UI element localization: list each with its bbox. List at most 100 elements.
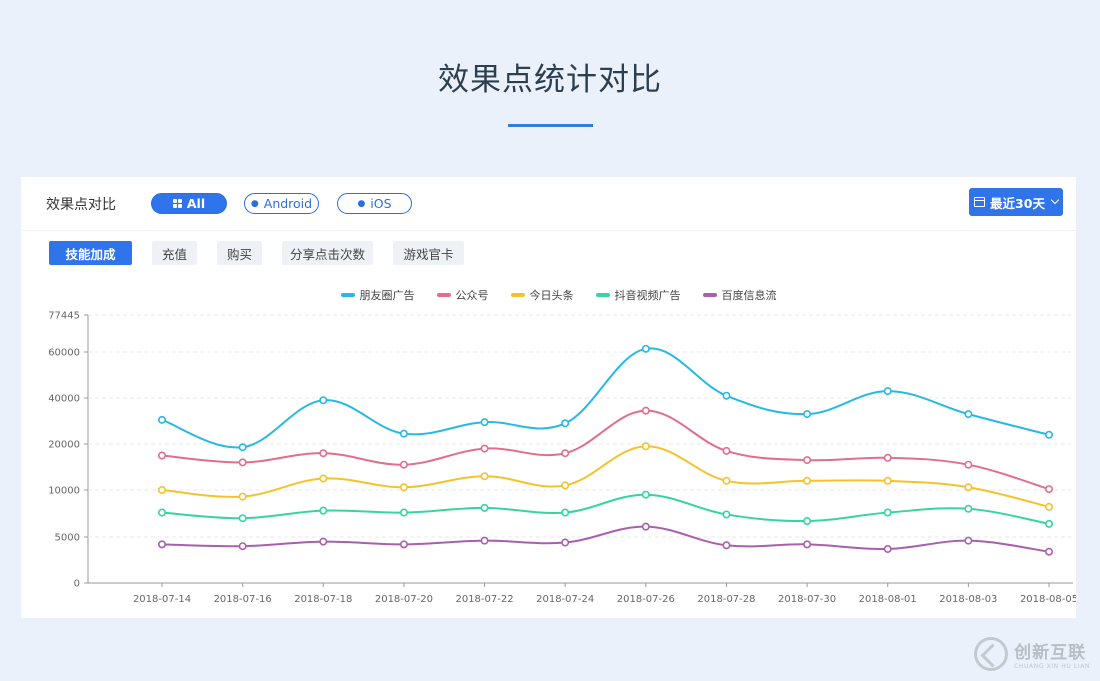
data-point xyxy=(722,391,731,400)
legend-label: 抖音视频广告 xyxy=(614,289,681,302)
data-point xyxy=(238,443,247,452)
x-tick-label: 2018-07-20 xyxy=(375,594,433,605)
y-tick-label: 20000 xyxy=(48,440,80,451)
x-tick-label: 2018-08-03 xyxy=(939,594,997,605)
legend-item[interactable]: 公众号 xyxy=(436,287,489,303)
data-point xyxy=(158,415,167,424)
data-point xyxy=(641,406,650,415)
platform-ios-button[interactable]: ● iOS xyxy=(337,193,412,214)
data-point xyxy=(883,453,892,462)
data-point xyxy=(722,476,731,485)
platform-ios-label: iOS xyxy=(370,196,392,211)
chart-legend: 朋友圈广告 公众号 今日头条 抖音视频广告 百度信息流 xyxy=(21,287,1076,303)
data-point xyxy=(561,508,570,517)
data-point xyxy=(158,451,167,460)
data-point xyxy=(883,387,892,396)
data-point xyxy=(641,442,650,451)
y-tick-label: 10000 xyxy=(48,486,80,497)
legend-swatch xyxy=(340,293,355,297)
x-tick-label: 2018-07-14 xyxy=(133,594,191,605)
grid-icon xyxy=(172,199,182,208)
legend-item[interactable]: 抖音视频广告 xyxy=(595,287,681,303)
data-point xyxy=(964,536,973,545)
data-point xyxy=(399,483,408,492)
data-point xyxy=(399,540,408,549)
series-line xyxy=(161,493,1050,525)
legend-swatch xyxy=(595,293,610,297)
tab-game-card[interactable]: 游戏官卡 xyxy=(393,241,464,265)
y-tick-label: 0 xyxy=(74,579,80,590)
data-point xyxy=(803,540,812,549)
data-point xyxy=(238,542,247,551)
platform-all-button[interactable]: All xyxy=(151,193,227,214)
y-tick-label: 40000 xyxy=(48,394,80,405)
x-tick-label: 2018-07-26 xyxy=(617,594,675,605)
data-point xyxy=(319,537,328,546)
data-point xyxy=(803,476,812,485)
legend-item[interactable]: 百度信息流 xyxy=(702,287,777,303)
data-point xyxy=(1045,485,1054,494)
page-title: 效果点统计对比 xyxy=(438,62,662,98)
data-point xyxy=(158,508,167,517)
series-line xyxy=(161,525,1050,553)
calendar-icon xyxy=(974,197,986,207)
data-point xyxy=(480,418,489,427)
tab-skill-bonus[interactable]: 技能加成 xyxy=(49,241,132,265)
tab-purchase[interactable]: 购买 xyxy=(217,241,262,265)
data-point xyxy=(641,344,650,353)
legend-label: 今日头条 xyxy=(529,289,574,302)
stats-card: 效果点对比 All ● Android ● iOS 最近30天 技能加成 充值 … xyxy=(21,177,1076,618)
tab-share-clicks[interactable]: 分享点击次数 xyxy=(282,241,373,265)
data-point xyxy=(158,485,167,494)
title-underline xyxy=(508,124,593,127)
data-point xyxy=(319,396,328,405)
android-icon: ● xyxy=(250,198,259,209)
data-point xyxy=(480,444,489,453)
data-point xyxy=(561,538,570,547)
legend-item[interactable]: 今日头条 xyxy=(510,287,574,303)
x-tick-label: 2018-07-22 xyxy=(455,594,513,605)
data-point xyxy=(561,481,570,490)
data-point xyxy=(803,410,812,419)
series-line xyxy=(161,409,1050,491)
data-point xyxy=(883,544,892,553)
data-point xyxy=(883,508,892,517)
data-point xyxy=(399,508,408,517)
legend-label: 公众号 xyxy=(455,289,489,302)
data-point xyxy=(1045,547,1054,556)
legend-swatch xyxy=(702,293,717,297)
series-line xyxy=(161,445,1050,508)
card-header: 效果点对比 All ● Android ● iOS 最近30天 xyxy=(21,177,1076,231)
x-tick-label: 2018-07-16 xyxy=(214,594,272,605)
platform-android-button[interactable]: ● Android xyxy=(244,193,319,214)
date-range-dropdown[interactable]: 最近30天 xyxy=(969,188,1063,216)
data-point xyxy=(561,419,570,428)
x-tick-label: 2018-07-30 xyxy=(778,594,836,605)
data-point xyxy=(883,476,892,485)
data-point xyxy=(319,449,328,458)
legend-item[interactable]: 朋友圈广告 xyxy=(340,287,415,303)
data-point xyxy=(964,460,973,469)
tab-recharge[interactable]: 充值 xyxy=(152,241,197,265)
data-point xyxy=(803,517,812,526)
data-point xyxy=(238,514,247,523)
watermark-en: CHUANG XIN HU LIAN xyxy=(1014,663,1090,670)
data-point xyxy=(319,474,328,483)
legend-label: 朋友圈广告 xyxy=(359,289,415,302)
y-tick-label: 60000 xyxy=(48,348,80,359)
legend-label: 百度信息流 xyxy=(721,289,777,302)
data-point xyxy=(641,490,650,499)
data-point xyxy=(158,540,167,549)
platform-android-label: Android xyxy=(263,196,313,211)
data-point xyxy=(1045,430,1054,439)
data-point xyxy=(480,472,489,481)
data-point xyxy=(238,492,247,501)
x-tick-label: 2018-08-05 xyxy=(1020,594,1076,605)
data-point xyxy=(561,449,570,458)
data-point xyxy=(480,536,489,545)
data-point xyxy=(722,446,731,455)
y-tick-label: 77445 xyxy=(48,311,80,322)
legend-swatch xyxy=(510,293,525,297)
data-point xyxy=(480,503,489,512)
data-point xyxy=(1045,519,1054,528)
